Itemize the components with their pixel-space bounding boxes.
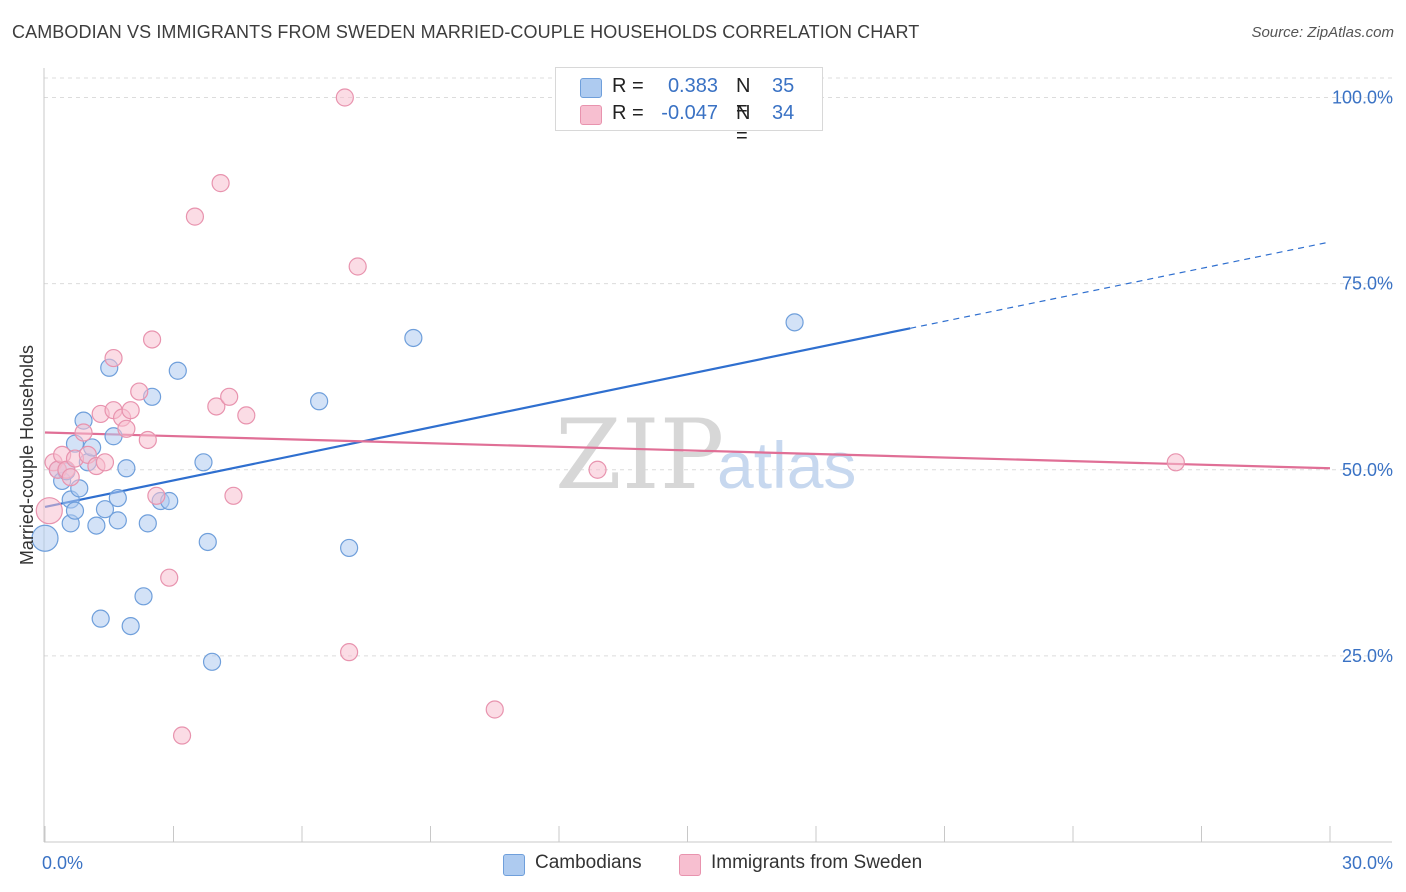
- legend-label: Immigrants from Sweden: [711, 852, 923, 873]
- data-point-blue[interactable]: [138, 514, 157, 533]
- data-point-blue[interactable]: [198, 532, 217, 552]
- series-legend: Cambodians Immigrants from Sweden: [0, 852, 1406, 878]
- data-point-blue[interactable]: [134, 587, 153, 606]
- data-point-pink[interactable]: [160, 568, 179, 587]
- y-axis-label: Married-couple Households: [17, 345, 37, 565]
- axes: [43, 68, 1392, 843]
- data-point-blue[interactable]: [194, 453, 213, 472]
- trend-extension-blue: [910, 241, 1331, 329]
- data-point-pink[interactable]: [104, 348, 123, 368]
- data-point-blue[interactable]: [31, 524, 59, 552]
- r-label: R =: [612, 75, 644, 97]
- watermark-zip: ZIP: [555, 399, 724, 511]
- n-label: N =: [736, 75, 751, 120]
- data-point-pink[interactable]: [335, 88, 354, 107]
- data-point-blue[interactable]: [404, 328, 423, 348]
- data-point-pink[interactable]: [220, 387, 239, 406]
- data-point-pink[interactable]: [348, 257, 367, 276]
- legend-label: Cambodians: [535, 852, 642, 873]
- trend-line-pink: [44, 431, 1331, 470]
- watermark-atlas: atlas: [717, 428, 856, 502]
- data-point-pink[interactable]: [237, 406, 256, 425]
- data-point-pink[interactable]: [211, 174, 230, 193]
- data-point-pink[interactable]: [340, 643, 359, 662]
- data-point-pink[interactable]: [588, 460, 607, 479]
- n-label: N =: [736, 102, 751, 147]
- data-point-pink[interactable]: [224, 486, 243, 505]
- data-point-blue[interactable]: [95, 500, 115, 519]
- blue-swatch: [580, 78, 602, 98]
- stats-legend: R = 0.383 N = 35 R = -0.047 N = 34: [555, 67, 823, 147]
- x-tick-label: 30.0%: [1342, 853, 1393, 873]
- data-point-blue[interactable]: [108, 511, 127, 530]
- r-value: 0.383: [667, 75, 718, 97]
- data-point-pink[interactable]: [35, 497, 63, 525]
- y-tick-label: 75.0%: [1342, 274, 1393, 294]
- r-value: -0.047: [661, 102, 718, 124]
- data-point-pink[interactable]: [172, 726, 192, 745]
- source-label: Source: ZipAtlas.com: [1251, 24, 1394, 41]
- data-point-pink[interactable]: [1166, 453, 1185, 472]
- pink-swatch: [679, 854, 701, 876]
- x-tick-label: 0.0%: [42, 853, 83, 873]
- pink-swatch: [580, 105, 602, 125]
- data-point-blue[interactable]: [785, 313, 804, 332]
- data-point-blue[interactable]: [121, 616, 140, 636]
- data-point-blue[interactable]: [65, 501, 85, 520]
- data-point-pink[interactable]: [74, 423, 93, 442]
- data-point-pink[interactable]: [138, 430, 157, 450]
- r-label: R =: [612, 102, 644, 124]
- data-point-blue[interactable]: [168, 361, 187, 380]
- n-value: 35: [772, 75, 795, 97]
- data-point-pink[interactable]: [121, 401, 140, 420]
- data-point-pink[interactable]: [147, 486, 166, 505]
- data-point-pink[interactable]: [485, 700, 504, 719]
- n-value: 34: [772, 102, 795, 124]
- data-point-blue[interactable]: [310, 392, 329, 411]
- data-point-pink[interactable]: [185, 207, 205, 226]
- data-point-pink[interactable]: [130, 382, 149, 401]
- trend-line-blue: [44, 327, 911, 509]
- data-point-blue[interactable]: [87, 516, 106, 535]
- tick-labels: 25.0% 50.0% 75.0% 100.0% 0.0% 30.0%: [42, 88, 1393, 874]
- data-point-pink[interactable]: [61, 468, 80, 487]
- data-point-blue[interactable]: [117, 459, 136, 478]
- chart-title: CAMBODIAN VS IMMIGRANTS FROM SWEDEN MARR…: [12, 22, 920, 42]
- data-point-pink[interactable]: [95, 453, 115, 472]
- trend-lines: [44, 241, 1331, 509]
- data-point-blue[interactable]: [340, 538, 359, 558]
- data-point-blue[interactable]: [91, 609, 110, 628]
- data-point-blue[interactable]: [202, 652, 222, 671]
- watermark: ZIP atlas: [555, 399, 856, 511]
- blue-swatch: [503, 854, 525, 876]
- y-tick-label: 50.0%: [1342, 460, 1393, 480]
- data-point-blue[interactable]: [108, 488, 127, 508]
- data-point-pink[interactable]: [142, 330, 162, 349]
- y-tick-label: 100.0%: [1332, 88, 1393, 108]
- y-tick-label: 25.0%: [1342, 646, 1393, 666]
- data-point-pink[interactable]: [117, 419, 136, 438]
- data-point-pink[interactable]: [207, 397, 226, 416]
- data-points: [31, 88, 1185, 745]
